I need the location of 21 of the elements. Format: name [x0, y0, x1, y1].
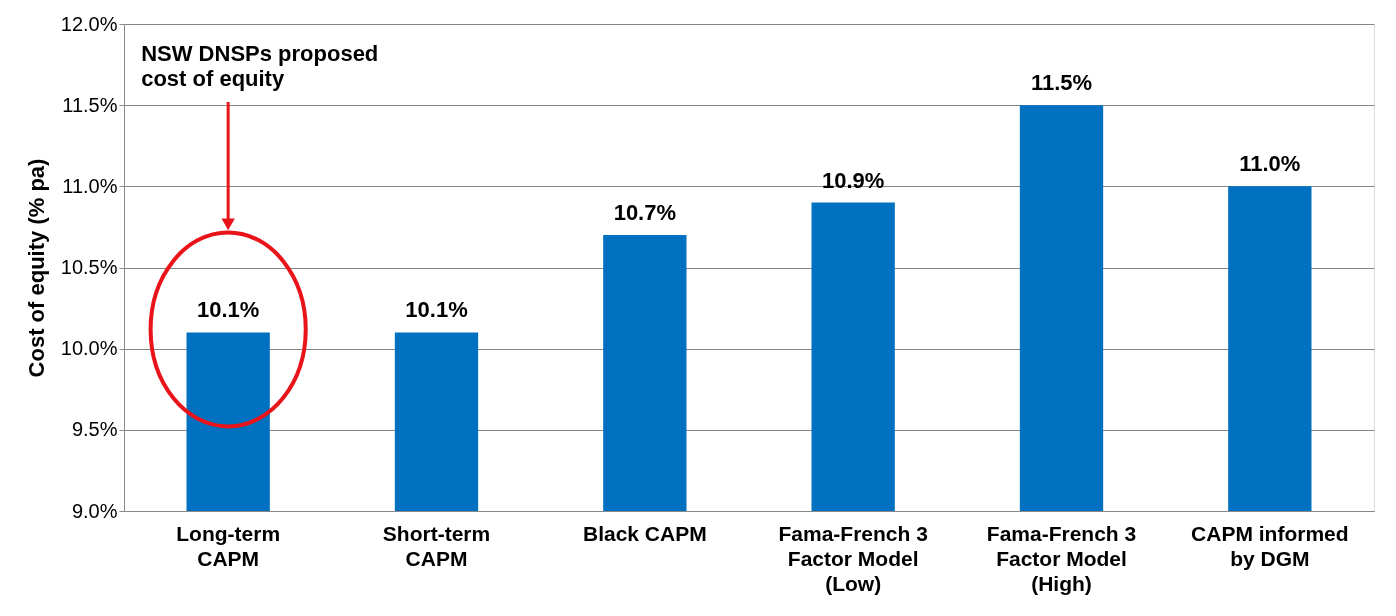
x-tick-label: Fama-French 3 Factor Model (Low) [778, 521, 928, 595]
y-tick-label: 9.5% [71, 418, 118, 441]
y-tick-label: 11.0% [62, 174, 118, 197]
y-tick-label: 9.0% [71, 499, 118, 522]
y-tick-label: 10.5% [60, 256, 118, 278]
data-label: 11.0% [1239, 151, 1301, 177]
annotation: NSW DNSPs proposed cost of equity [141, 41, 379, 91]
x-tick-label: Short-term CAPM [382, 521, 491, 570]
y-tick-label: 11.5% [62, 93, 118, 116]
data-label: 11.5% [1030, 70, 1093, 96]
data-label: 10.1% [196, 297, 260, 323]
y-tick-label: 10.0% [60, 337, 118, 360]
y-tick-label: 12.0% [60, 12, 118, 35]
x-tick-label: CAPM informed by DGM [1191, 521, 1349, 570]
data-label: 10.1% [405, 297, 468, 323]
x-tick-label: Black CAPM [582, 521, 707, 545]
data-label: 10.9% [821, 167, 885, 193]
y-axis-title: Cost of equity (% pa) [23, 158, 49, 378]
x-tick-label: Long-term CAPM [176, 521, 281, 570]
data-label: 10.7% [613, 200, 677, 226]
x-tick-label: Fama-French 3 Factor Model (High) [986, 521, 1137, 595]
